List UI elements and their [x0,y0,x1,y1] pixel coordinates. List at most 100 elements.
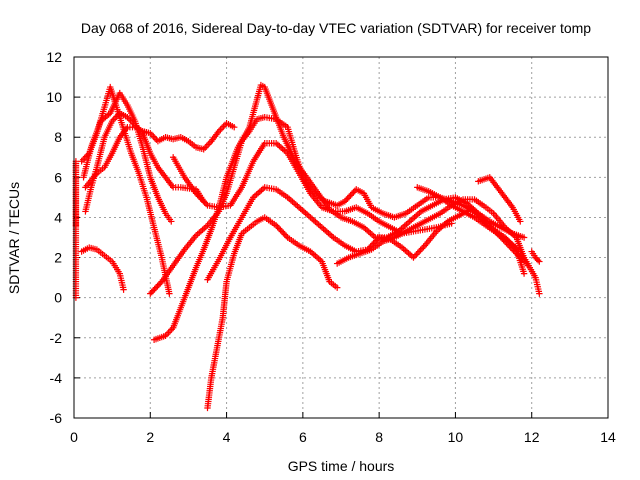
data-point [155,281,163,288]
x-tick-label: 14 [600,429,616,445]
y-tick-labels: -6 -4 -2 0 2 4 6 8 10 12 [46,49,62,426]
data-point [200,197,207,205]
data-point [272,222,280,229]
data-point [365,228,372,235]
data-point [276,142,283,150]
data-point [520,234,528,241]
data-point [414,211,422,218]
data-point [373,237,380,244]
data-point [205,141,212,148]
data-point [78,158,85,165]
data-point [253,191,260,198]
data-point [403,221,410,228]
data-point [290,199,298,207]
data-point [295,204,303,211]
y-tick-label: 10 [46,89,62,105]
data-point [304,211,311,218]
data-point [199,226,206,233]
data-point [412,212,420,219]
x-tick-label: 12 [524,429,540,445]
data-point [282,232,290,240]
data-point [404,219,412,227]
data-point [403,248,411,256]
data-point [410,254,417,261]
y-tick-label: 4 [54,209,62,225]
data-point [318,224,326,231]
data-marks [72,81,543,412]
y-tick-label: 2 [54,250,62,266]
data-point [297,205,304,213]
data-point [302,209,309,217]
data-point [202,223,210,231]
data-point [524,262,532,269]
data-point [343,196,350,204]
data-point [287,197,295,204]
data-point [409,215,417,222]
data-point [407,251,414,258]
data-point [279,145,286,153]
data-point [274,141,281,148]
data-point [321,227,329,234]
data-point [278,228,286,235]
data-point [326,231,334,238]
data-point [317,222,324,230]
data-point [202,200,210,208]
data-point [195,193,203,200]
data-point [374,235,381,243]
data-point [420,243,427,251]
data-point [231,123,238,131]
data-point [367,230,374,237]
data-point [194,191,201,199]
data-point [154,282,161,290]
data-point [411,213,418,221]
y-tick-label: 0 [54,290,62,306]
data-point [201,225,208,232]
data-point [120,286,127,293]
data-point [307,214,314,221]
plot-frame [73,56,609,419]
data-point [345,193,353,201]
data-point [202,144,209,151]
data-point [313,219,321,227]
x-tick-label: 4 [223,429,231,445]
data-point [310,251,317,258]
data-point [152,284,160,291]
data-point [149,287,157,294]
data-point [305,212,313,220]
data-point [166,290,173,297]
y-tick-label: 8 [54,129,62,145]
data-point [344,195,351,202]
data-point [294,202,301,210]
data-point [350,189,357,196]
data-point [413,251,420,258]
series-8 [150,81,528,343]
data-point [402,247,409,254]
x-tick-labels: 0 2 4 6 8 10 12 14 [70,429,616,445]
y-tick-label: -6 [50,410,63,426]
data-point [259,185,267,192]
data-point [197,227,205,235]
chart-title: Day 068 of 2016, Sidereal Day-to-day VTE… [81,20,591,36]
data-point [414,249,421,257]
data-point [415,248,423,255]
data-point [405,250,412,257]
data-point [315,221,322,228]
x-axis-label: GPS time / hours [288,458,395,474]
data-point [277,144,285,151]
data-point [194,230,201,238]
series-5 [78,244,127,293]
data-point [289,198,296,205]
y-tick-label: -4 [50,370,63,386]
data-point [292,201,299,208]
x-tick-label: 0 [70,429,78,445]
data-point [258,187,265,194]
data-point [277,226,284,234]
data-point [417,246,424,254]
data-point [147,290,154,297]
x-tick-label: 2 [146,429,154,445]
y-axis-label: SDTVAR / TECUs [6,182,22,294]
data-point [150,133,157,140]
data-point [151,285,158,293]
data-point [281,231,288,238]
